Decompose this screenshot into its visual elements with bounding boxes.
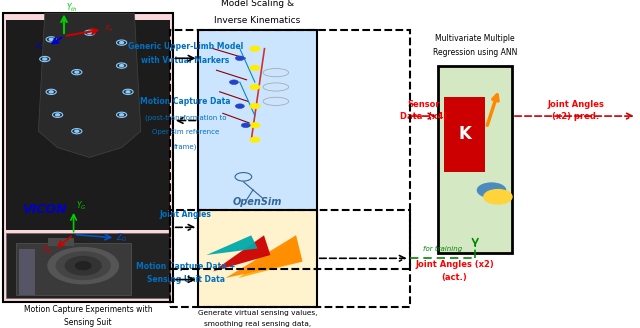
Text: Motion Capture Experiments with: Motion Capture Experiments with xyxy=(24,305,152,314)
Text: Data  (x4): Data (x4) xyxy=(401,112,447,121)
Text: $Z_G$: $Z_G$ xyxy=(116,232,128,244)
Circle shape xyxy=(49,91,53,93)
Text: Motion Capture Data: Motion Capture Data xyxy=(140,97,231,106)
Text: OpenSim: OpenSim xyxy=(233,197,282,207)
Text: Sensor: Sensor xyxy=(408,100,440,109)
Circle shape xyxy=(49,38,53,40)
Bar xyxy=(48,238,74,246)
Circle shape xyxy=(477,183,506,197)
Polygon shape xyxy=(38,13,141,157)
Text: $Y_{th}$: $Y_{th}$ xyxy=(66,2,77,14)
Circle shape xyxy=(75,71,79,73)
Bar xyxy=(198,30,317,269)
Circle shape xyxy=(120,65,124,67)
Polygon shape xyxy=(206,236,257,255)
Circle shape xyxy=(230,80,238,85)
Text: K: K xyxy=(458,126,471,143)
Text: Multivariate Multiple: Multivariate Multiple xyxy=(435,34,515,43)
Circle shape xyxy=(76,262,91,270)
Circle shape xyxy=(126,91,130,93)
Circle shape xyxy=(250,104,260,109)
Text: $X_G$: $X_G$ xyxy=(42,244,53,256)
Circle shape xyxy=(48,248,118,284)
Text: (post-transformation to: (post-transformation to xyxy=(145,115,227,121)
Text: Generic Upper-Limb Model: Generic Upper-Limb Model xyxy=(128,42,243,51)
Text: OpenSim reference: OpenSim reference xyxy=(152,130,220,135)
FancyBboxPatch shape xyxy=(444,97,485,172)
Text: with Virtual Markers: with Virtual Markers xyxy=(141,56,230,65)
Circle shape xyxy=(250,65,260,71)
Text: Model Scaling &: Model Scaling & xyxy=(221,0,294,8)
Bar xyxy=(16,243,131,295)
Bar xyxy=(19,249,35,295)
Text: (act.): (act.) xyxy=(442,274,467,282)
Text: $Y_G$: $Y_G$ xyxy=(76,200,86,213)
Circle shape xyxy=(88,32,92,34)
Text: $X_s$: $X_s$ xyxy=(104,24,114,34)
Bar xyxy=(6,20,170,230)
Text: Joint Angles: Joint Angles xyxy=(548,100,604,109)
Text: frame): frame) xyxy=(174,144,197,150)
Circle shape xyxy=(65,256,101,275)
Circle shape xyxy=(120,42,124,44)
Circle shape xyxy=(120,114,124,116)
Text: (x2) pred.: (x2) pred. xyxy=(552,112,600,121)
Text: smoothing real sensing data,: smoothing real sensing data, xyxy=(204,321,311,327)
Circle shape xyxy=(250,137,260,142)
Circle shape xyxy=(484,190,512,204)
Bar xyxy=(170,30,410,269)
Bar xyxy=(438,66,512,253)
Text: Sensing Unit Data: Sensing Unit Data xyxy=(147,275,225,284)
Polygon shape xyxy=(226,236,302,278)
Text: for training: for training xyxy=(423,245,462,252)
Circle shape xyxy=(56,252,110,279)
Text: Generate virtual sensing values,: Generate virtual sensing values, xyxy=(198,310,317,316)
Circle shape xyxy=(236,104,244,109)
Polygon shape xyxy=(238,236,302,278)
Text: Motion Capture Data +: Motion Capture Data + xyxy=(136,261,236,271)
Circle shape xyxy=(241,123,250,128)
Text: Joint Angles: Joint Angles xyxy=(159,210,212,219)
Circle shape xyxy=(75,130,79,132)
Circle shape xyxy=(250,84,260,90)
Text: VICON: VICON xyxy=(22,203,67,216)
Text: $Z_s$: $Z_s$ xyxy=(35,42,45,52)
Bar xyxy=(3,13,173,302)
Bar xyxy=(198,210,317,307)
Text: Regression using ANN: Regression using ANN xyxy=(433,49,517,57)
Circle shape xyxy=(43,58,47,60)
Circle shape xyxy=(250,123,260,128)
Text: Inverse Kinematics: Inverse Kinematics xyxy=(214,16,301,25)
Text: Joint Angles (x2): Joint Angles (x2) xyxy=(415,260,494,269)
Bar xyxy=(6,233,170,298)
Circle shape xyxy=(236,56,244,61)
Bar xyxy=(170,210,410,307)
Text: Sensing Suit: Sensing Suit xyxy=(64,318,112,327)
Polygon shape xyxy=(212,236,270,272)
Circle shape xyxy=(56,114,60,116)
Circle shape xyxy=(250,46,260,51)
